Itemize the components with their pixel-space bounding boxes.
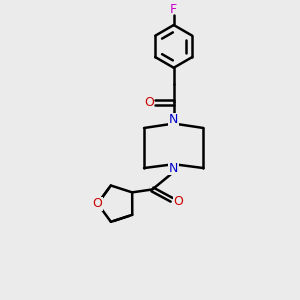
Text: N: N bbox=[169, 113, 178, 126]
Text: O: O bbox=[173, 195, 183, 208]
Text: N: N bbox=[169, 162, 178, 175]
Text: O: O bbox=[144, 96, 154, 109]
Text: F: F bbox=[170, 3, 177, 16]
Text: O: O bbox=[93, 197, 103, 210]
